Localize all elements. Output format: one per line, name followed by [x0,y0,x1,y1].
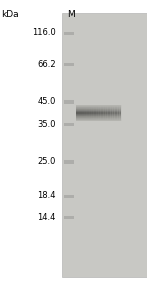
Bar [76,116,121,117]
Bar [79,105,83,121]
Bar [64,160,74,164]
Bar [76,108,121,109]
Text: 18.4: 18.4 [37,191,56,200]
Bar [76,113,121,114]
Bar [62,13,147,277]
Bar [76,115,121,116]
Bar [84,105,87,121]
Bar [112,105,115,121]
Bar [76,107,121,108]
Bar [76,105,121,106]
Bar [76,106,121,107]
Bar [76,120,121,121]
Bar [76,113,121,114]
Text: 45.0: 45.0 [37,97,56,106]
Bar [76,110,121,111]
Bar [76,119,121,120]
Bar [76,114,121,115]
Text: 14.4: 14.4 [37,213,56,222]
Bar [119,105,122,121]
Text: kDa: kDa [1,10,19,19]
Bar [64,195,74,198]
Bar [103,105,106,121]
Bar [76,110,121,111]
Bar [76,105,121,106]
Bar [64,63,74,66]
Bar [93,105,97,121]
Bar [76,111,121,112]
Bar [76,117,121,118]
Bar [76,111,121,112]
Bar [76,106,121,107]
Bar [64,100,74,104]
Bar [76,109,121,110]
Bar [76,115,121,116]
Bar [98,105,101,121]
Bar [64,123,74,126]
Bar [76,119,121,120]
Text: 35.0: 35.0 [37,120,56,129]
Bar [100,105,104,121]
Bar [105,105,108,121]
Text: 116.0: 116.0 [32,28,56,37]
Bar [76,118,121,119]
Bar [107,105,111,121]
Bar [77,105,80,121]
Bar [114,105,118,121]
Bar [76,120,121,121]
Bar [76,117,121,118]
Bar [76,112,121,113]
Bar [64,32,74,35]
Bar [76,109,121,110]
Bar [75,105,78,121]
Bar [76,114,121,115]
Bar [86,105,90,121]
Bar [91,105,94,121]
Text: 25.0: 25.0 [37,157,56,166]
Bar [76,118,121,119]
Bar [89,105,92,121]
Bar [76,107,121,108]
Text: 66.2: 66.2 [37,60,56,69]
Text: M: M [67,10,75,19]
Bar [82,105,85,121]
Bar [110,105,113,121]
Bar [76,116,121,117]
Bar [64,216,74,219]
Bar [96,105,99,121]
Bar [76,112,121,113]
Bar [76,108,121,109]
Bar [117,105,120,121]
